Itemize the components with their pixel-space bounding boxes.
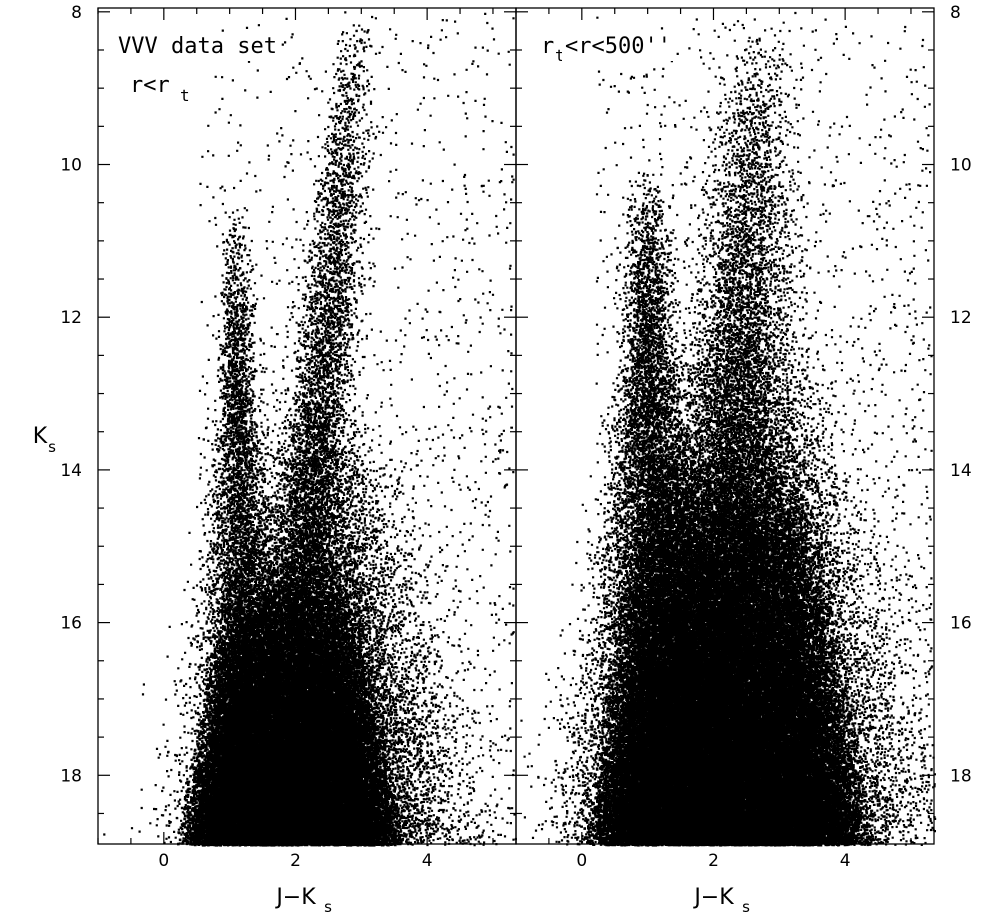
right-panel-ticks: 0 2 4 8 10 12 14 16 18 [515,3,972,871]
y-tick-label: 10 [950,156,972,176]
right-panel: 0 2 4 8 10 12 14 16 18 r t <r<500'' [515,3,972,871]
right-panel-frame [515,7,935,845]
y-tick-label: 14 [950,461,972,481]
scatter-points [520,11,937,847]
y-tick-label: 10 [60,156,82,176]
x-tick-label: 0 [158,851,169,871]
right-panel-points [520,11,937,847]
axis-labels: K s J−K s J−K s [33,424,750,916]
y-tick-label: 18 [950,766,972,786]
x-axis-label-left-subscript: s [324,898,332,916]
annotation-radius-outer-subscript: t [555,46,565,65]
annotation-background [115,32,280,61]
x-axis-label-right-subscript: s [742,898,750,916]
x-tick-label: 2 [290,851,301,871]
annotation-background [562,32,674,61]
scatter-points [103,11,517,847]
annotation-radius-inner: r<r [130,73,170,98]
annotation-radius-outer-bound: <r<500'' [565,34,671,59]
y-tick-label: 8 [71,3,82,23]
x-tick-label: 0 [576,851,587,871]
x-axis-label-left: J−K [274,885,316,910]
annotation-dataset: VVV data set [118,34,277,59]
left-panel: 0 2 4 8 10 12 14 16 18 VVV data set r<r t [60,3,517,871]
annotation-background [127,71,173,100]
annotation-radius-inner-subscript: t [180,86,190,105]
y-tick-label: 8 [950,3,961,23]
y-tick-label: 16 [950,614,972,634]
y-axis-label-subscript: s [48,438,56,456]
y-tick-label: 18 [60,766,82,786]
y-axis-label: K [33,424,48,449]
y-tick-label: 14 [60,461,82,481]
y-tick-label: 16 [60,614,82,634]
y-tick-label: 12 [60,308,82,328]
left-panel-ticks: 0 2 4 8 10 12 14 16 18 [60,3,516,871]
annotation-background [538,32,558,61]
annotation-radius-outer: r [541,34,554,59]
x-tick-label: 4 [422,851,433,871]
left-panel-points [103,11,517,847]
x-tick-label: 4 [840,851,851,871]
x-tick-label: 2 [708,851,719,871]
x-axis-label-right: J−K [692,885,734,910]
y-tick-label: 12 [950,308,972,328]
